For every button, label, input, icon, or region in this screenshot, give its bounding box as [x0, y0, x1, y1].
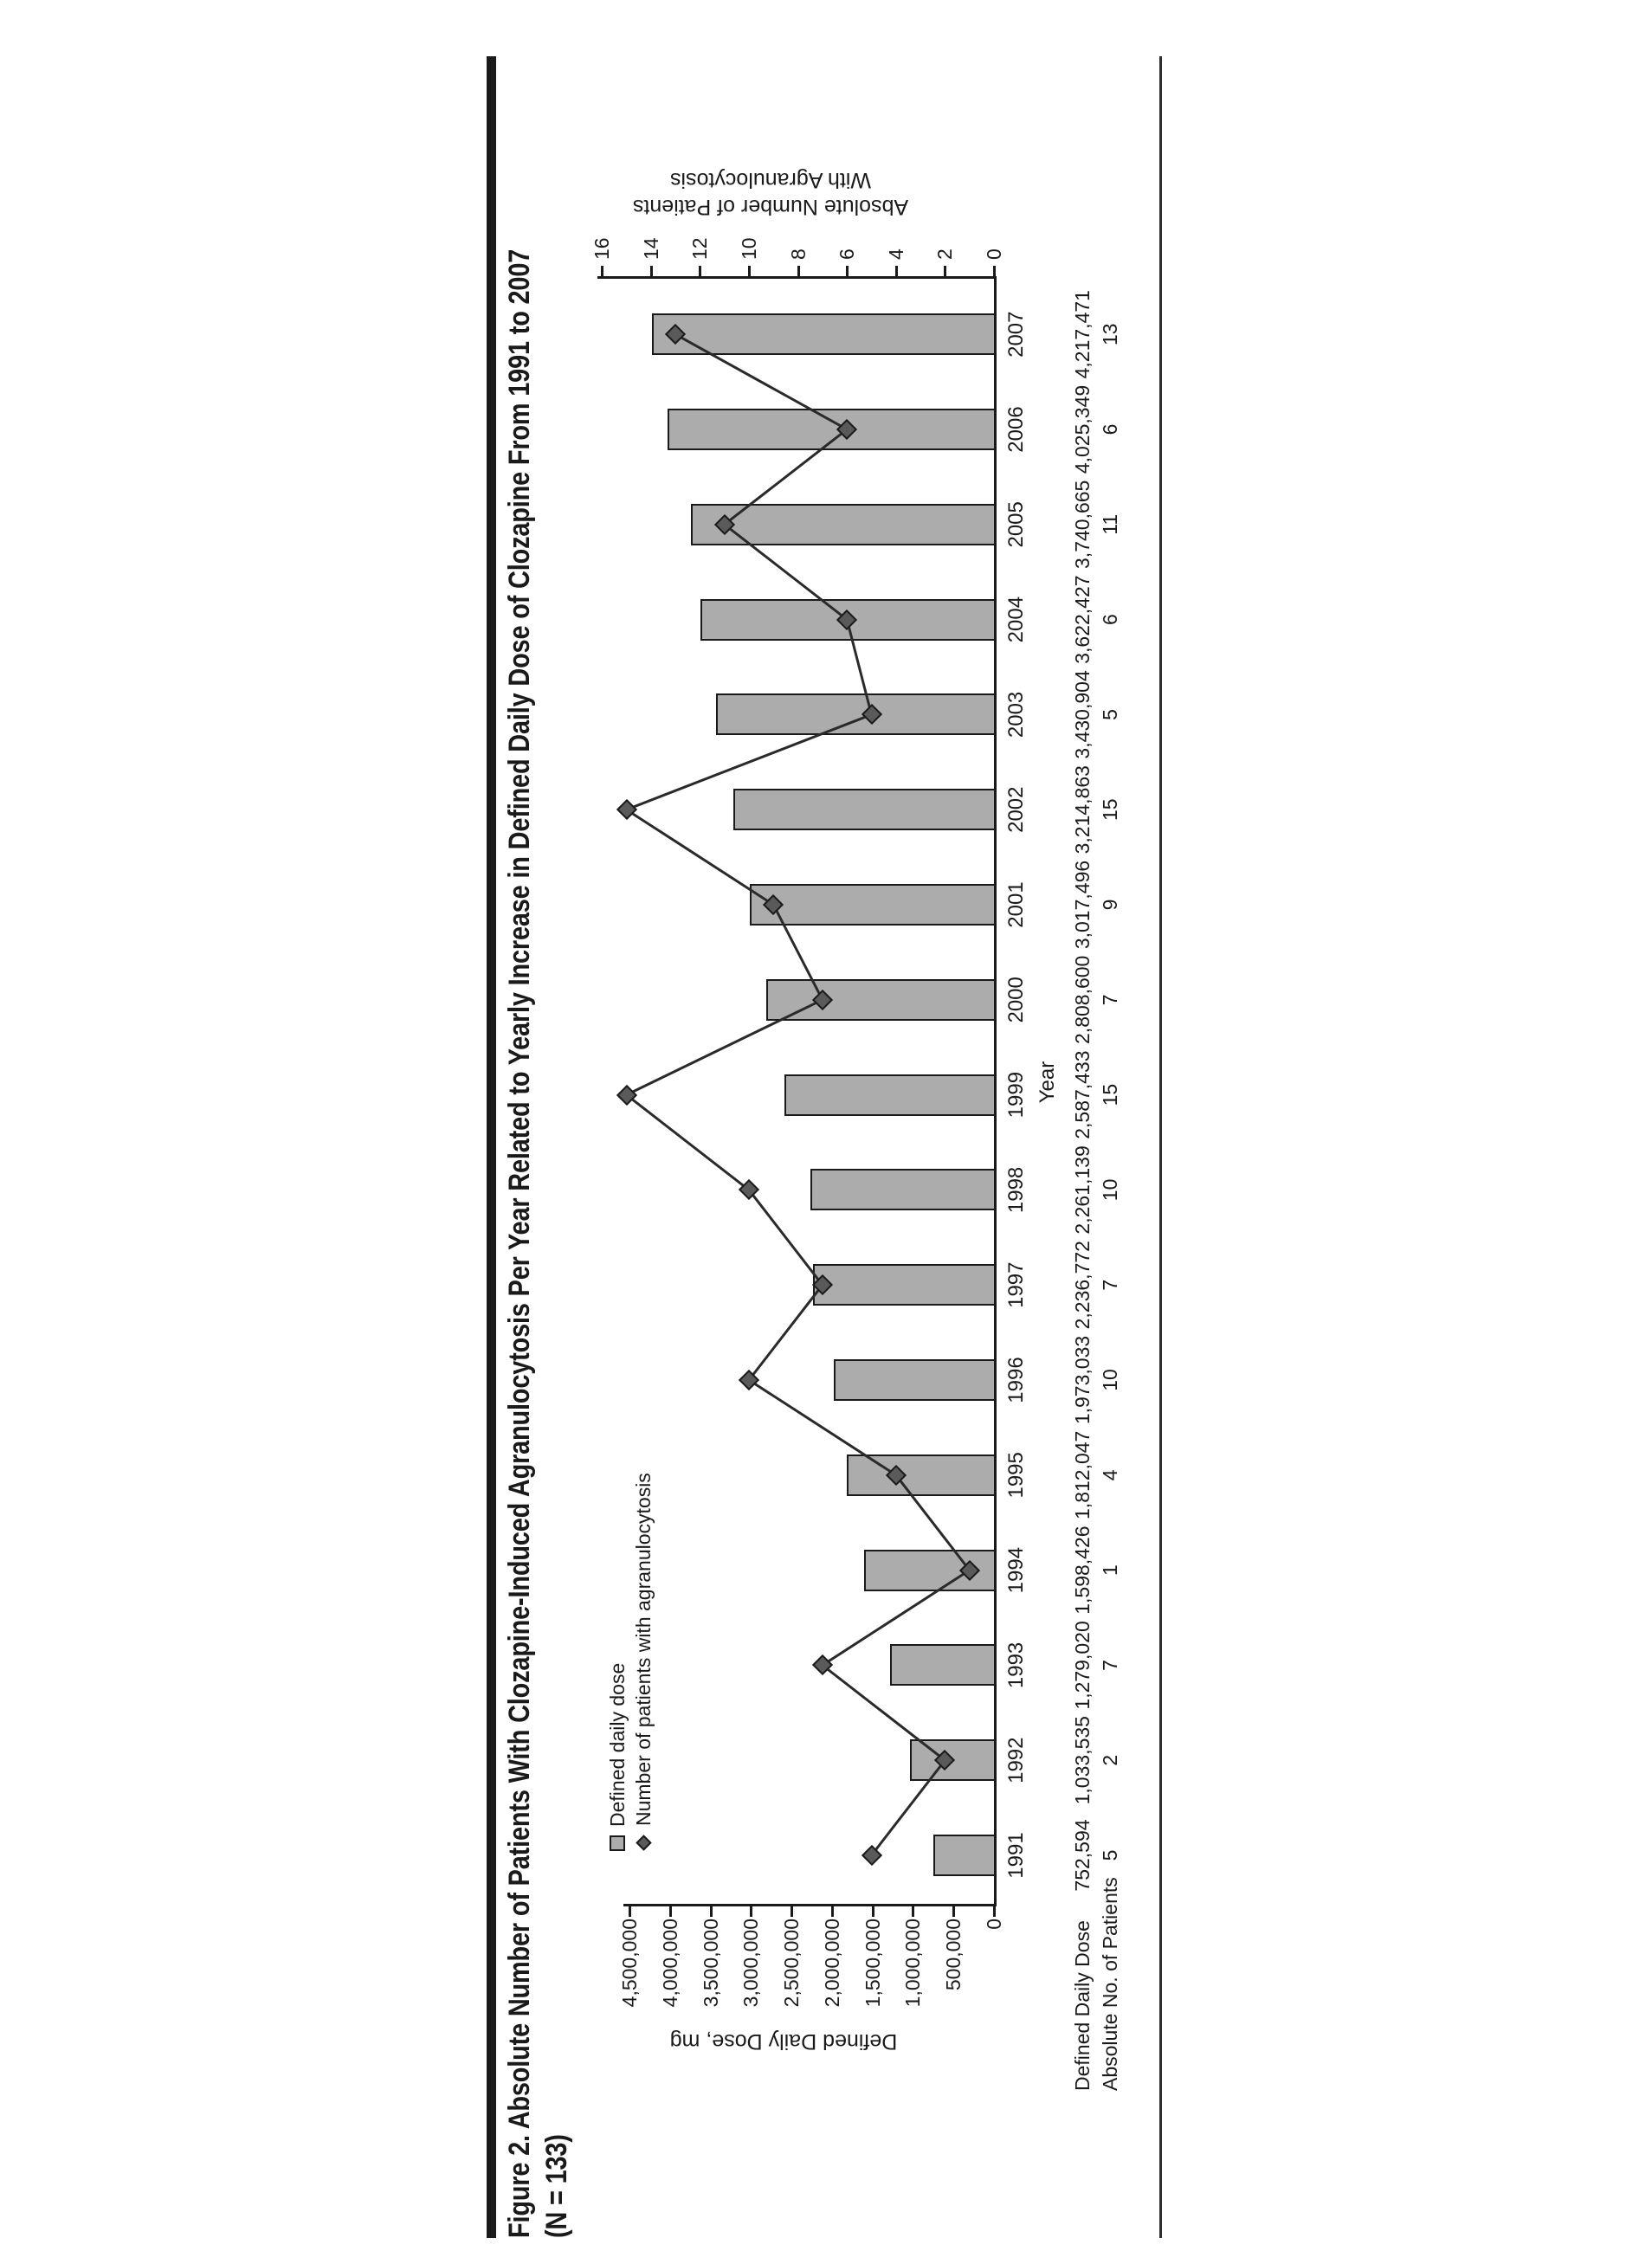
bar: [834, 1359, 996, 1401]
patients-tick-label: 6: [836, 248, 859, 260]
figure-top-rule: [487, 56, 496, 2238]
legend-bar-label: Defined daily dose: [605, 1662, 629, 1827]
patients-tick-label: 8: [786, 248, 810, 260]
patients-tick-label: 14: [639, 237, 662, 260]
year-label: 2007: [1004, 311, 1028, 358]
legend-item-patients: Number of patients with agranulocytosis: [630, 1473, 656, 1851]
patients-tick: [797, 266, 800, 276]
patients-tick: [944, 266, 947, 276]
table-cell-dose: 4,217,471: [1071, 290, 1094, 379]
patients-tick: [846, 266, 849, 276]
year-label: 1999: [1004, 1071, 1028, 1119]
legend: Defined daily dose Number of patients wi…: [604, 1473, 656, 1851]
bar: [749, 884, 996, 926]
dose-tick-label: 1,000,000: [901, 1919, 925, 2008]
bar: [691, 503, 996, 545]
patients-tick-label: 4: [884, 248, 907, 260]
patients-tick: [699, 266, 702, 276]
year-label: 2002: [1004, 786, 1028, 833]
year-label: 1996: [1004, 1357, 1028, 1403]
bar: [890, 1644, 996, 1687]
patients-axis-line: [597, 276, 997, 279]
figure-bottom-rule: [1159, 56, 1162, 2238]
bar: [733, 789, 996, 831]
patients-tick-label: 10: [738, 237, 760, 260]
legend-item-dose: Defined daily dose: [604, 1473, 630, 1851]
patients-tick: [894, 266, 898, 276]
bar: [810, 1169, 996, 1211]
year-label: 2004: [1004, 596, 1028, 643]
x-axis-title: Year: [1036, 1061, 1059, 1104]
diamond-marker: [811, 1654, 833, 1676]
bar: [652, 313, 996, 356]
dose-tick: [629, 1906, 631, 1917]
dose-tick-label: 1,500,000: [861, 1919, 884, 2008]
patients-axis-title-line2: With Agranulocytosis: [669, 168, 872, 192]
dose-tick: [993, 1906, 996, 1917]
patients-tick-label: 16: [590, 237, 614, 260]
dose-tick-label: 4,000,000: [658, 1919, 681, 2008]
diamond-marker: [738, 1369, 760, 1391]
year-label: 1993: [1004, 1641, 1028, 1689]
year-label: 1994: [1004, 1546, 1028, 1594]
patients-tick-label: 0: [983, 248, 1005, 260]
bar: [932, 1835, 996, 1876]
dose-tick-label: 3,000,000: [739, 1919, 763, 2008]
patients-tick-label: 2: [933, 248, 957, 260]
dose-tick: [912, 1906, 915, 1917]
dose-tick: [668, 1906, 672, 1917]
dose-tick: [871, 1906, 874, 1917]
year-label: 1991: [1004, 1832, 1028, 1879]
year-label: 1998: [1004, 1166, 1028, 1214]
year-label: 1997: [1004, 1261, 1028, 1308]
patients-tick: [748, 266, 751, 276]
figure-title: Figure 2. Absolute Number of Patients Wi…: [503, 248, 536, 2238]
bar: [668, 409, 996, 450]
diamond-marker: [861, 1844, 882, 1867]
bar: [716, 693, 996, 736]
dose-tick-label: 2,000,000: [820, 1919, 843, 2008]
bar: [766, 978, 996, 1021]
dose-tick-label: 2,500,000: [780, 1919, 803, 2008]
diamond-swatch-icon: [635, 1835, 652, 1851]
bar: [812, 1264, 996, 1306]
diamond-marker: [738, 1179, 760, 1201]
patients-tick-label: 12: [688, 237, 712, 260]
dose-tick: [952, 1906, 956, 1917]
dose-tick: [791, 1906, 794, 1917]
dose-tick: [830, 1906, 834, 1917]
dose-tick: [750, 1906, 753, 1917]
year-label: 2006: [1004, 406, 1028, 453]
bar: [784, 1074, 996, 1116]
patients-tick: [649, 266, 653, 276]
dose-tick: [709, 1906, 713, 1917]
year-label: 2003: [1004, 691, 1028, 739]
year-label: 2000: [1004, 977, 1028, 1023]
bar: [847, 1454, 996, 1496]
patients-tick: [601, 266, 604, 276]
dose-tick-label: 0: [983, 1919, 1005, 1930]
figure-subtitle: (N = 133): [540, 2134, 573, 2238]
figure-caption: Figure 2. Absolute Number of Patients Wi…: [501, 45, 576, 2238]
year-label: 1992: [1004, 1737, 1028, 1783]
table-row-header-dose: Defined Daily Dose: [1071, 1920, 1094, 2091]
diamond-marker: [616, 799, 637, 821]
year-label: 1995: [1004, 1452, 1028, 1499]
diamond-marker: [616, 1084, 637, 1106]
year-label: 2005: [1004, 501, 1028, 548]
bar-swatch-icon: [610, 1835, 625, 1851]
year-label: 2001: [1004, 881, 1028, 928]
legend-line-label: Number of patients with agranulocytosis: [631, 1473, 655, 1826]
patients-tick: [993, 266, 996, 276]
table-cell-patients: 13: [1099, 323, 1121, 345]
dose-tick-label: 3,500,000: [699, 1919, 722, 2008]
dose-tick-label: 4,500,000: [618, 1919, 641, 2008]
dose-axis-line: [623, 1904, 997, 1906]
dose-tick-label: 500,000: [942, 1919, 965, 1991]
